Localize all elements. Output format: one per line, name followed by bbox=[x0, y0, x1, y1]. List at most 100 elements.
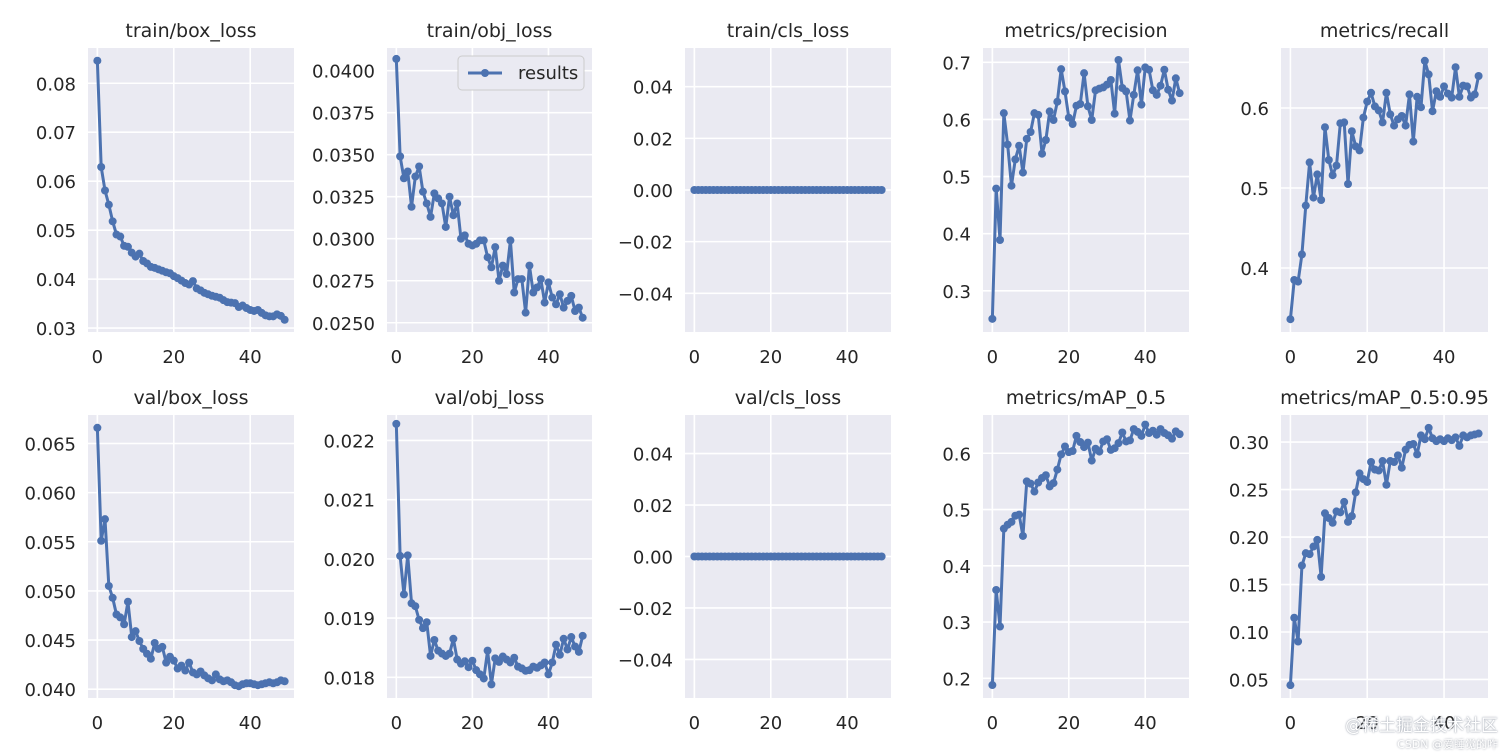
data-point bbox=[996, 622, 1005, 631]
data-point bbox=[992, 184, 1001, 193]
y-tick-label: 0.03 bbox=[36, 319, 76, 340]
y-tick-label: 0.10 bbox=[1229, 623, 1269, 644]
data-point bbox=[280, 677, 289, 686]
y-tick-label: 0.0250 bbox=[312, 314, 375, 335]
x-tick-label: 20 bbox=[1356, 347, 1379, 368]
data-point bbox=[1290, 613, 1299, 622]
data-point bbox=[1152, 90, 1161, 99]
y-tick-label: 0.04 bbox=[36, 270, 76, 291]
x-tick-label: 20 bbox=[461, 347, 484, 368]
data-point bbox=[877, 552, 886, 561]
data-point bbox=[1156, 81, 1165, 90]
data-point bbox=[150, 638, 159, 647]
data-point bbox=[1118, 428, 1127, 437]
data-point bbox=[422, 199, 431, 208]
y-tick-label: 0.20 bbox=[1229, 528, 1269, 549]
data-point bbox=[1106, 76, 1115, 84]
x-tick-label: 40 bbox=[239, 713, 262, 734]
data-point bbox=[1026, 479, 1035, 488]
data-point bbox=[502, 270, 511, 279]
data-point bbox=[498, 261, 507, 270]
data-point bbox=[1455, 441, 1464, 450]
y-tick-label: 0.5 bbox=[1240, 179, 1269, 200]
data-point bbox=[127, 633, 136, 642]
data-point bbox=[517, 275, 526, 284]
data-point bbox=[1129, 90, 1138, 99]
data-point bbox=[97, 162, 106, 171]
data-point bbox=[1167, 434, 1176, 443]
data-point bbox=[445, 192, 454, 201]
y-tick-label: −0.02 bbox=[618, 233, 673, 254]
data-point bbox=[101, 515, 110, 524]
subplot-metrics-map-0-5: 0.2 0.3 0.4 0.5 0.6 0 20 40 metrics/mAP_0.5 bbox=[942, 387, 1189, 734]
data-point bbox=[1294, 637, 1303, 646]
data-point bbox=[1440, 82, 1449, 91]
legend-marker bbox=[481, 69, 489, 77]
x-tick-label: 0 bbox=[1285, 713, 1296, 734]
data-point bbox=[999, 109, 1008, 118]
data-point bbox=[1087, 116, 1096, 124]
data-point bbox=[1413, 92, 1422, 101]
data-point bbox=[555, 650, 564, 659]
data-point bbox=[453, 199, 462, 208]
data-point bbox=[559, 634, 568, 643]
data-point bbox=[1133, 66, 1142, 75]
y-tick-label: 0.0350 bbox=[312, 146, 375, 167]
data-point bbox=[411, 172, 420, 181]
plot-area bbox=[983, 415, 1189, 698]
legend: results bbox=[457, 55, 585, 91]
y-tick-label: −0.02 bbox=[618, 599, 673, 620]
data-point bbox=[1175, 430, 1184, 439]
data-point bbox=[1060, 442, 1069, 451]
data-point bbox=[1470, 90, 1479, 99]
data-point bbox=[1018, 531, 1027, 540]
data-point bbox=[188, 277, 197, 286]
data-point bbox=[1409, 439, 1418, 448]
data-point bbox=[1022, 134, 1031, 143]
y-tick-label: 0.00 bbox=[633, 181, 673, 202]
data-point bbox=[1424, 423, 1433, 432]
y-tick-label: 0.15 bbox=[1229, 576, 1269, 597]
x-tick-label: 20 bbox=[759, 347, 782, 368]
data-point bbox=[1428, 107, 1437, 116]
data-point bbox=[1041, 471, 1050, 480]
data-point bbox=[574, 647, 583, 656]
data-point bbox=[1401, 121, 1410, 130]
x-tick-label: 40 bbox=[1433, 713, 1456, 734]
data-point bbox=[1114, 439, 1123, 448]
y-tick-label: 0.04 bbox=[633, 78, 673, 99]
subplot-title: metrics/precision bbox=[1004, 20, 1167, 42]
data-point bbox=[1328, 518, 1337, 527]
data-point bbox=[483, 253, 492, 262]
y-tick-label: 0.5 bbox=[942, 501, 971, 522]
data-point bbox=[1374, 106, 1383, 115]
y-tick-label: 0.4 bbox=[1240, 259, 1269, 280]
x-tick-label: 0 bbox=[689, 713, 700, 734]
y-tick-label: 0.040 bbox=[24, 680, 76, 701]
y-tick-label: 0.0400 bbox=[312, 62, 375, 83]
subplot-title: train/cls_loss bbox=[727, 20, 849, 42]
data-point bbox=[495, 276, 504, 285]
data-point bbox=[1474, 429, 1483, 438]
data-point bbox=[185, 658, 194, 667]
data-point bbox=[445, 649, 454, 658]
data-point bbox=[533, 283, 542, 292]
data-point bbox=[1397, 463, 1406, 472]
data-point bbox=[1393, 451, 1402, 460]
x-tick-label: 40 bbox=[836, 713, 859, 734]
data-point bbox=[1405, 90, 1414, 99]
data-point bbox=[1080, 69, 1089, 78]
data-point bbox=[169, 656, 178, 665]
data-point bbox=[135, 637, 144, 646]
data-point bbox=[101, 186, 110, 195]
data-point bbox=[544, 670, 553, 679]
data-point bbox=[1309, 193, 1318, 202]
data-point bbox=[1340, 497, 1349, 506]
y-tick-label: 0.02 bbox=[633, 496, 673, 517]
data-point bbox=[1320, 123, 1329, 132]
x-tick-label: 20 bbox=[162, 713, 185, 734]
data-point bbox=[536, 275, 545, 284]
x-tick-label: 0 bbox=[391, 347, 402, 368]
data-point bbox=[1317, 572, 1326, 581]
data-point bbox=[548, 293, 557, 302]
